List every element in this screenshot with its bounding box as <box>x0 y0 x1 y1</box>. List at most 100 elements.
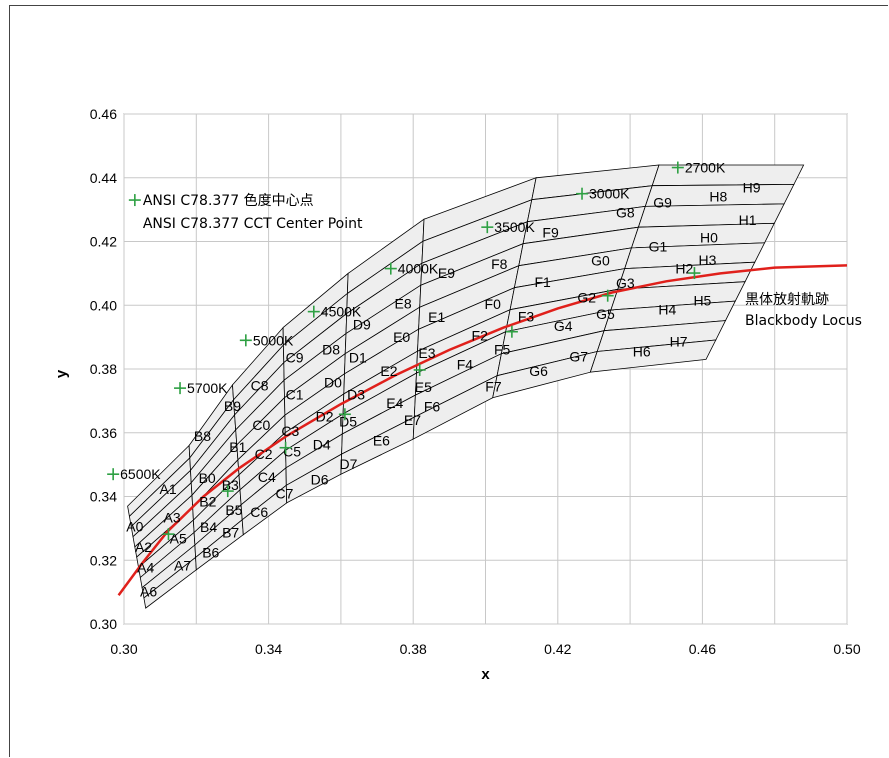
x-tick-label: 0.42 <box>544 641 571 657</box>
tick-labels: 0.30 0.34 0.38 0.42 0.46 0.50 0.30 0.32 0.34 0.36… <box>90 106 861 657</box>
legend-label: ANSI C78.377 色度中心点 <box>143 192 314 209</box>
bin-label-F9: F9 <box>542 224 559 240</box>
bin-label-C6: C6 <box>250 504 268 520</box>
bin-label-D8: D8 <box>322 342 340 358</box>
y-tick-label: 0.40 <box>90 297 117 313</box>
bin-label-D7: D7 <box>340 456 358 472</box>
x-tick-label: 0.46 <box>689 641 716 657</box>
bin-quadrangle <box>589 339 717 373</box>
bin-label-C7: C7 <box>276 486 294 502</box>
bin-label-F4: F4 <box>457 357 474 373</box>
blackbody-locus-line <box>117 264 848 597</box>
bin-label-D3: D3 <box>347 387 365 403</box>
bin-label-A7: A7 <box>174 557 191 573</box>
center-point-2700K <box>688 267 701 280</box>
bin-label-B9: B9 <box>224 398 241 414</box>
y-tick-label: 0.42 <box>90 234 117 250</box>
bin-label-D1: D1 <box>349 349 367 365</box>
y-tick-label: 0.34 <box>90 489 117 505</box>
cct-markers: 6500K 5700K 5000K 4500K 4000K 3500K 3000K 2700K <box>107 160 726 541</box>
bin-label-B4: B4 <box>200 519 217 535</box>
bin-label-B5: B5 <box>225 502 242 518</box>
bin-label-D6: D6 <box>311 471 329 487</box>
y-tick-label: 0.36 <box>90 425 117 441</box>
bin-label-E1: E1 <box>428 309 445 325</box>
bin-label-F5: F5 <box>494 342 511 358</box>
bin-label-H7: H7 <box>670 333 688 349</box>
bin-label-F7: F7 <box>485 379 502 395</box>
cct-label-5700K: 5700K <box>187 380 228 396</box>
bin-label-A2: A2 <box>135 539 152 555</box>
cct-label-2700K: 2700K <box>685 160 726 176</box>
bin-label-H9: H9 <box>743 179 761 195</box>
bin-label-A4: A4 <box>137 559 154 575</box>
y-tick-label: 0.44 <box>90 170 117 186</box>
bin-label-G0: G0 <box>591 252 610 268</box>
legend-label-en: ANSI C78.377 CCT Center Point <box>143 216 363 232</box>
bin-label-E2: E2 <box>380 363 397 379</box>
bin-label-B2: B2 <box>199 494 216 510</box>
bin-label-H1: H1 <box>739 212 757 228</box>
bin-label-G9: G9 <box>653 195 672 211</box>
bin-quadrangles <box>127 164 805 609</box>
cct-label-marker-4500K <box>307 305 320 318</box>
cct-label-6500K: 6500K <box>120 466 161 482</box>
bin-label-H2: H2 <box>675 260 693 276</box>
center-point-4500K <box>338 408 351 421</box>
bin-label-H3: H3 <box>699 252 717 268</box>
blackbody-locus <box>117 264 848 597</box>
axis-labels: xy <box>53 369 490 683</box>
bin-label-A6: A6 <box>140 583 157 599</box>
bin-label-F6: F6 <box>424 399 441 415</box>
bin-label-B1: B1 <box>229 439 246 455</box>
bin-label-C1: C1 <box>286 386 304 402</box>
bin-label-E7: E7 <box>404 412 421 428</box>
cct-label-marker-5700K <box>174 382 187 395</box>
y-tick-label: 0.32 <box>90 552 117 568</box>
bin-label-D9: D9 <box>353 316 371 332</box>
cct-label-marker-2700K <box>671 161 684 174</box>
bin-label-C9: C9 <box>286 350 304 366</box>
x-tick-label: 0.38 <box>400 641 427 657</box>
bin-label-B3: B3 <box>222 477 239 493</box>
bin-label-A5: A5 <box>170 531 187 547</box>
annotations: ANSI C78.377 色度中心点 ANSI C78.377 CCT Cente… <box>143 192 862 329</box>
bin-label-F1: F1 <box>534 274 551 290</box>
y-tick-label: 0.30 <box>90 616 117 632</box>
cct-label-5000K: 5000K <box>253 332 294 348</box>
bin-label-G7: G7 <box>569 348 588 364</box>
bin-label-E6: E6 <box>373 433 390 449</box>
cct-label-marker-4000K <box>384 262 397 275</box>
locus-label: 黒体放射軌跡 <box>745 292 829 308</box>
cct-label-3500K: 3500K <box>494 219 535 235</box>
bin-label-A0: A0 <box>126 519 143 535</box>
bin-label-G8: G8 <box>616 205 635 221</box>
center-point-3500K <box>505 325 518 338</box>
bin-label-H5: H5 <box>693 292 711 308</box>
cct-label-4500K: 4500K <box>321 304 362 320</box>
bin-label-B6: B6 <box>202 544 219 560</box>
cct-label-marker-3500K <box>481 221 494 234</box>
chart-frame <box>9 5 888 757</box>
bin-label-E5: E5 <box>415 379 432 395</box>
bin-label-E9: E9 <box>438 265 455 281</box>
bin-label-E8: E8 <box>395 295 412 311</box>
bin-label-B7: B7 <box>222 524 239 540</box>
bin-label-G3: G3 <box>616 275 635 291</box>
x-tick-label: 0.30 <box>110 641 137 657</box>
center-point-5000K <box>279 441 292 454</box>
center-point-5700K <box>221 485 234 498</box>
bin-label-F8: F8 <box>491 256 508 272</box>
legend-marker <box>128 194 141 207</box>
bin-label-C0: C0 <box>252 417 270 433</box>
bin-label-C3: C3 <box>281 423 299 439</box>
y-tick-label: 0.46 <box>90 106 117 122</box>
bin-label-C8: C8 <box>251 378 269 394</box>
locus-label-en: Blackbody Locus <box>745 313 862 329</box>
bin-label-G6: G6 <box>529 363 548 379</box>
bin-label-G5: G5 <box>596 306 615 322</box>
center-point-3000K <box>601 289 614 302</box>
bin-label-D0: D0 <box>324 374 342 390</box>
